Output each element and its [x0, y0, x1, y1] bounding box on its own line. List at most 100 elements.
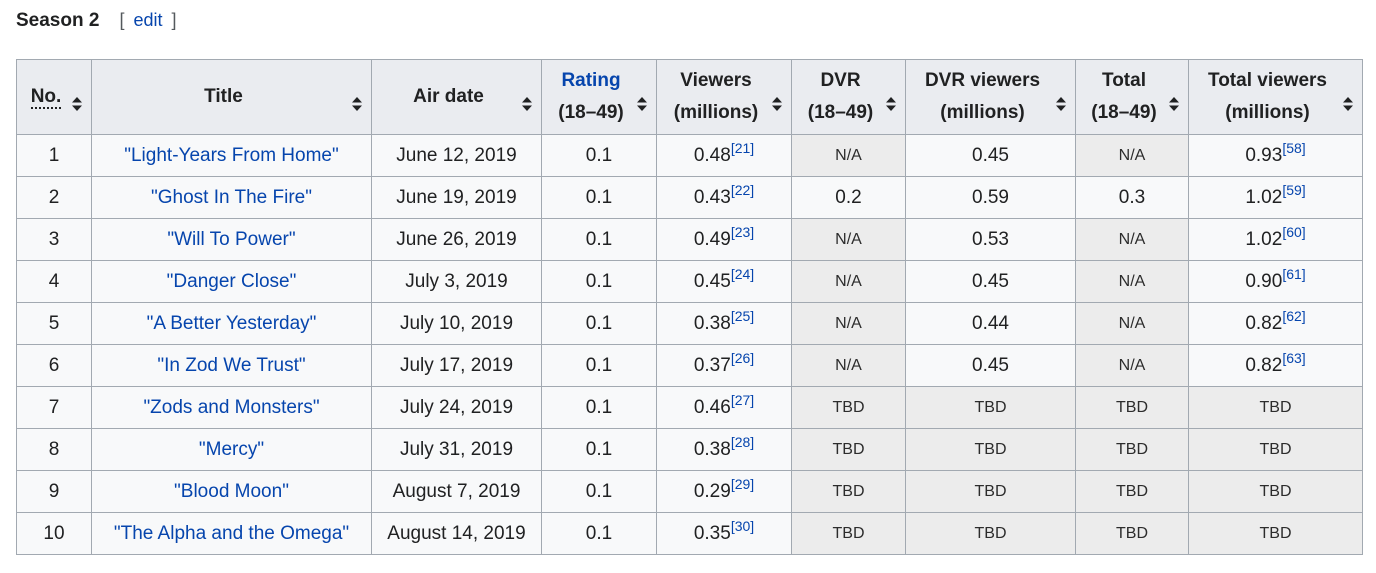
total-viewers-text: 0.82	[1245, 312, 1283, 334]
reference-link[interactable]: [27]	[730, 391, 755, 408]
sort-icon[interactable]	[352, 90, 362, 111]
reference-link[interactable]: [23]	[730, 223, 755, 240]
dvr: N/A	[791, 260, 906, 303]
episode-number-text: 6	[48, 354, 60, 376]
reference-link[interactable]: [24]	[730, 265, 755, 282]
reference-link[interactable]: [28]	[730, 433, 755, 450]
edit-bracket-open: [	[119, 10, 125, 30]
episode-number-text: 8	[48, 438, 60, 460]
episode-title-link[interactable]: "Danger Close"	[91, 260, 372, 303]
edit-link[interactable]: edit	[133, 10, 163, 30]
dvr-viewers: 0.45	[905, 134, 1076, 177]
sort-icon[interactable]	[772, 90, 782, 111]
total: N/A	[1075, 260, 1189, 303]
rating: 0.1	[541, 470, 657, 513]
total-text: TBD	[1116, 398, 1148, 416]
episode-title-link-text[interactable]: "Light-Years From Home"	[124, 144, 339, 166]
dvr-viewers-text: 0.44	[972, 312, 1009, 334]
sort-icon[interactable]	[1343, 90, 1353, 111]
reference-link[interactable]: [25]	[730, 307, 755, 324]
sort-icon[interactable]	[637, 90, 647, 111]
episode-title-link-text[interactable]: "In Zod We Trust"	[157, 354, 306, 376]
viewers: 0.45[24]	[656, 260, 792, 303]
dvr-text: N/A	[835, 230, 862, 248]
episode-number-text: 5	[48, 312, 60, 334]
column-header-air-date[interactable]: Air date	[371, 59, 542, 135]
column-header-sublabel: (millions)	[1225, 102, 1310, 123]
episode-title-link[interactable]: "Will To Power"	[91, 218, 372, 261]
episode-title-link-text[interactable]: "The Alpha and the Omega"	[113, 522, 350, 544]
column-header-viewers[interactable]: Viewers (millions)	[656, 59, 792, 135]
total-text: N/A	[1118, 314, 1146, 332]
column-header-title[interactable]: Title	[91, 59, 372, 135]
rating-text: 0.1	[585, 144, 613, 166]
episode-title-link-text[interactable]: "Ghost In The Fire"	[151, 186, 312, 208]
sort-icon[interactable]	[1169, 90, 1179, 111]
edit-section: [ edit ]	[119, 10, 176, 31]
air-date-text: July 10, 2019	[399, 312, 514, 334]
total: N/A	[1075, 218, 1189, 261]
sort-icon[interactable]	[886, 90, 896, 111]
sort-icon[interactable]	[72, 90, 82, 111]
dvr-viewers: TBD	[905, 428, 1076, 471]
total-viewers: 0.93[58]	[1188, 134, 1363, 177]
total: TBD	[1075, 470, 1189, 513]
episode-table: No. Title Air date Rating (18–49) Viewers (mil…	[16, 59, 1363, 555]
column-header-dvr-viewers[interactable]: DVR viewers (millions)	[905, 59, 1076, 135]
reference-link[interactable]: [63]	[1282, 349, 1306, 366]
rating-text: 0.1	[585, 396, 613, 418]
sort-icon[interactable]	[1056, 90, 1066, 111]
sort-icon[interactable]	[522, 90, 532, 111]
rating: 0.1	[541, 134, 657, 177]
episode-title-link[interactable]: "Blood Moon"	[91, 470, 372, 513]
reference-link[interactable]: [21]	[730, 139, 755, 156]
reference-link[interactable]: [58]	[1282, 139, 1306, 156]
column-header-label[interactable]: Rating	[561, 70, 621, 91]
total: N/A	[1075, 302, 1189, 345]
column-header-total-viewers[interactable]: Total viewers (millions)	[1188, 59, 1363, 135]
reference-link[interactable]: [30]	[730, 517, 755, 534]
reference-link[interactable]: [22]	[730, 181, 755, 198]
episode-title-link[interactable]: "Light-Years From Home"	[91, 134, 372, 177]
reference-link[interactable]: [62]	[1282, 307, 1306, 324]
total-viewers-text: TBD	[1259, 398, 1292, 416]
table-row: 5 "A Better Yesterday" July 10, 2019 0.1 0.3…	[16, 302, 1363, 345]
episode-number-text: 4	[48, 270, 60, 292]
dvr-text: N/A	[835, 146, 862, 164]
episode-title-link[interactable]: "In Zod We Trust"	[91, 344, 372, 387]
rating: 0.1	[541, 386, 657, 429]
column-header-rating[interactable]: Rating (18–49)	[541, 59, 657, 135]
total-viewers-text: 1.02	[1245, 228, 1283, 250]
column-header-dvr[interactable]: DVR (18–49)	[791, 59, 906, 135]
episode-title-link-text[interactable]: "Mercy"	[198, 438, 265, 460]
air-date-text: June 12, 2019	[396, 144, 517, 166]
episode-title-link[interactable]: "Ghost In The Fire"	[91, 176, 372, 219]
episode-number-text: 7	[48, 396, 60, 418]
dvr-text: TBD	[832, 482, 865, 500]
episode-title-link-text[interactable]: "Zods and Monsters"	[143, 396, 320, 418]
episode-title-link[interactable]: "A Better Yesterday"	[91, 302, 372, 345]
episode-title-link-text[interactable]: "Danger Close"	[166, 270, 297, 292]
total-text: N/A	[1118, 356, 1146, 374]
total-viewers-text: 0.90	[1245, 270, 1283, 292]
reference-link[interactable]: [61]	[1282, 265, 1306, 282]
air-date: August 14, 2019	[371, 512, 542, 555]
reference-link[interactable]: [26]	[730, 349, 755, 366]
episode-title-link[interactable]: "Zods and Monsters"	[91, 386, 372, 429]
dvr: TBD	[791, 512, 906, 555]
air-date: June 12, 2019	[371, 134, 542, 177]
episode-title-link-text[interactable]: "Will To Power"	[167, 228, 296, 250]
episode-title-link[interactable]: "Mercy"	[91, 428, 372, 471]
episode-number-text: 10	[43, 522, 65, 544]
column-header-no[interactable]: No.	[16, 59, 92, 135]
reference-link[interactable]: [29]	[730, 475, 755, 492]
episode-title-link-text[interactable]: "Blood Moon"	[174, 480, 289, 502]
column-header-total[interactable]: Total (18–49)	[1075, 59, 1189, 135]
episode-title-link[interactable]: "The Alpha and the Omega"	[91, 512, 372, 555]
total-viewers-text: TBD	[1259, 524, 1292, 542]
episode-title-link-text[interactable]: "A Better Yesterday"	[146, 312, 317, 334]
reference-link[interactable]: [59]	[1282, 181, 1306, 198]
dvr-viewers: TBD	[905, 512, 1076, 555]
reference-link[interactable]: [60]	[1282, 223, 1306, 240]
total: TBD	[1075, 428, 1189, 471]
